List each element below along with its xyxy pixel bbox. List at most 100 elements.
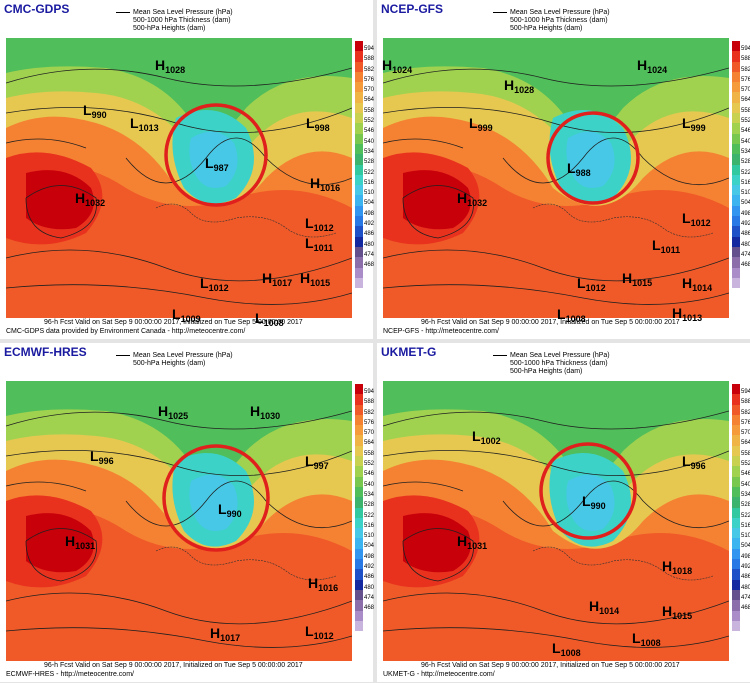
colorbar-label: 564 — [364, 97, 375, 104]
high-pressure-label: H1015 — [300, 270, 331, 288]
colorbar-label: 480 — [741, 584, 750, 591]
legend-item: 500-hPa Heights (dam) — [133, 25, 206, 32]
colorbar-label: 570 — [741, 430, 750, 437]
low-pressure-label: L1011 — [652, 237, 681, 255]
colorbar-label: 588 — [364, 56, 375, 63]
colorbar-label: 480 — [364, 241, 375, 248]
colorbar-label: 588 — [741, 56, 750, 63]
colorbar-label: 522 — [741, 512, 750, 519]
panel-ncep-gfs: NCEP-GFS Mean Sea Level Pressure (hPa) 500… — [377, 0, 750, 339]
colorbar-cell — [732, 486, 740, 498]
colorbar-label: 480 — [364, 584, 375, 591]
colorbar-label: 546 — [741, 128, 750, 135]
high-pressure-label: H1015 — [622, 270, 653, 288]
panel-ukmet-g: UKMET-G Mean Sea Level Pressure (hPa) 500-… — [377, 343, 750, 682]
forecast-valid-text: 96-h Fcst Valid on Sat Sep 9 00:00:00 20… — [44, 319, 303, 326]
colorbar-label: 516 — [741, 522, 750, 529]
colorbar-label: 570 — [741, 87, 750, 94]
colorbar-cell — [732, 466, 740, 477]
colorbar-label: 558 — [741, 107, 750, 114]
legend-item: 500-hPa Heights (dam) — [510, 368, 583, 375]
colorbar-label: 552 — [741, 118, 750, 125]
colorbar-label: 582 — [741, 66, 750, 73]
colorbar-cell — [732, 154, 740, 165]
colorbar-label: 546 — [364, 128, 375, 135]
colorbar-label: 534 — [741, 491, 750, 498]
colorbar-cell — [732, 425, 740, 436]
map-legend: Mean Sea Level Pressure (hPa) 500-1000 hP… — [493, 352, 610, 376]
map-legend: Mean Sea Level Pressure (hPa) 500-1000 hP… — [493, 9, 610, 33]
colorbar — [355, 41, 363, 299]
colorbar-label: 552 — [364, 118, 375, 125]
colorbar-label: 594 — [741, 389, 750, 395]
colorbar-label: 522 — [741, 169, 750, 176]
colorbar-label: 510 — [741, 190, 750, 197]
colorbar-cell — [355, 267, 363, 278]
forecast-valid-text: 96-h Fcst Valid on Sat Sep 9 00:00:00 20… — [421, 662, 680, 669]
colorbar-label: 540 — [741, 138, 750, 145]
colorbar-label: 570 — [364, 430, 375, 437]
colorbar-cell — [732, 548, 740, 560]
colorbar-cell — [355, 610, 363, 621]
high-pressure-label: H1031 — [457, 533, 488, 551]
colorbar-labels: 594 588 582 576 570 564 558 552 546 540 534 528 522 5… — [741, 44, 750, 271]
colorbar-cell — [732, 507, 740, 518]
high-pressure-label: H1028 — [504, 77, 535, 95]
colorbar-cell — [355, 548, 363, 560]
colorbar-cell — [355, 61, 363, 72]
high-pressure-label: H1013 — [672, 305, 703, 323]
colorbar-cell — [732, 92, 740, 103]
map-legend: Mean Sea Level Pressure (hPa) 500-1000 hP… — [116, 9, 233, 33]
colorbar-cell — [355, 174, 363, 186]
source-credit: UKMET-G - http://meteocentre.com/ — [383, 670, 495, 678]
colorbar-label: 528 — [364, 159, 375, 166]
colorbar-label: 510 — [364, 190, 375, 197]
high-pressure-label: H1016 — [308, 575, 339, 593]
low-pressure-label: L998 — [306, 115, 330, 133]
colorbar-cell — [355, 205, 363, 217]
colorbar — [355, 384, 363, 642]
colorbar-label: 588 — [364, 399, 375, 406]
low-pressure-label: L1008 — [557, 306, 586, 324]
forecast-valid-text: 96-h Fcst Valid on Sat Sep 9 00:00:00 20… — [421, 319, 680, 326]
colorbar-label: 504 — [741, 200, 750, 207]
colorbar-label: 576 — [364, 76, 375, 83]
colorbar-label: 498 — [741, 553, 750, 560]
legend-item: Mean Sea Level Pressure (hPa) — [510, 352, 610, 359]
colorbar-label: 492 — [364, 221, 375, 228]
legend-item: Mean Sea Level Pressure (hPa) — [510, 9, 610, 16]
high-pressure-label: H1017 — [262, 270, 293, 288]
colorbar-cell — [732, 600, 740, 611]
colorbar-cell — [355, 288, 363, 299]
colorbar-label: 516 — [364, 522, 375, 529]
colorbar-cell — [355, 445, 363, 457]
model-title: NCEP-GFS — [381, 2, 444, 16]
colorbar-label: 582 — [741, 409, 750, 416]
colorbar-label: 504 — [364, 200, 375, 207]
low-pressure-label: L999 — [682, 115, 706, 133]
colorbar-cell — [732, 226, 740, 237]
colorbar-cell — [732, 579, 740, 590]
colorbar-label: 474 — [364, 594, 375, 601]
colorbar-cell — [732, 185, 740, 196]
colorbar-label: 552 — [364, 461, 375, 468]
colorbar-cell — [732, 41, 740, 52]
panel-cmc-gdps: CMC-GDPS Mean Sea Level Pressure (hPa) 500… — [0, 0, 375, 339]
colorbar-label: 588 — [741, 399, 750, 406]
colorbar-label: 534 — [364, 491, 375, 498]
high-pressure-label: H1030 — [250, 403, 281, 421]
legend-line-icon — [116, 11, 130, 13]
colorbar-cell — [355, 579, 363, 590]
colorbar-label: 576 — [741, 419, 750, 426]
source-credit: ECMWF-HRES - http://meteocentre.com/ — [6, 670, 134, 678]
colorbar-cell — [355, 226, 363, 237]
colorbar-label: 522 — [364, 512, 375, 519]
colorbar-cell — [355, 113, 363, 124]
highlight-circle — [162, 444, 270, 552]
forecast-map — [6, 38, 352, 318]
colorbar-cell — [732, 559, 740, 570]
colorbar-cell — [355, 528, 363, 539]
colorbar-cell — [355, 435, 363, 446]
colorbar-label: 546 — [741, 471, 750, 478]
forecast-valid-text: 96-h Fcst Valid on Sat Sep 9 00:00:00 20… — [44, 662, 303, 669]
